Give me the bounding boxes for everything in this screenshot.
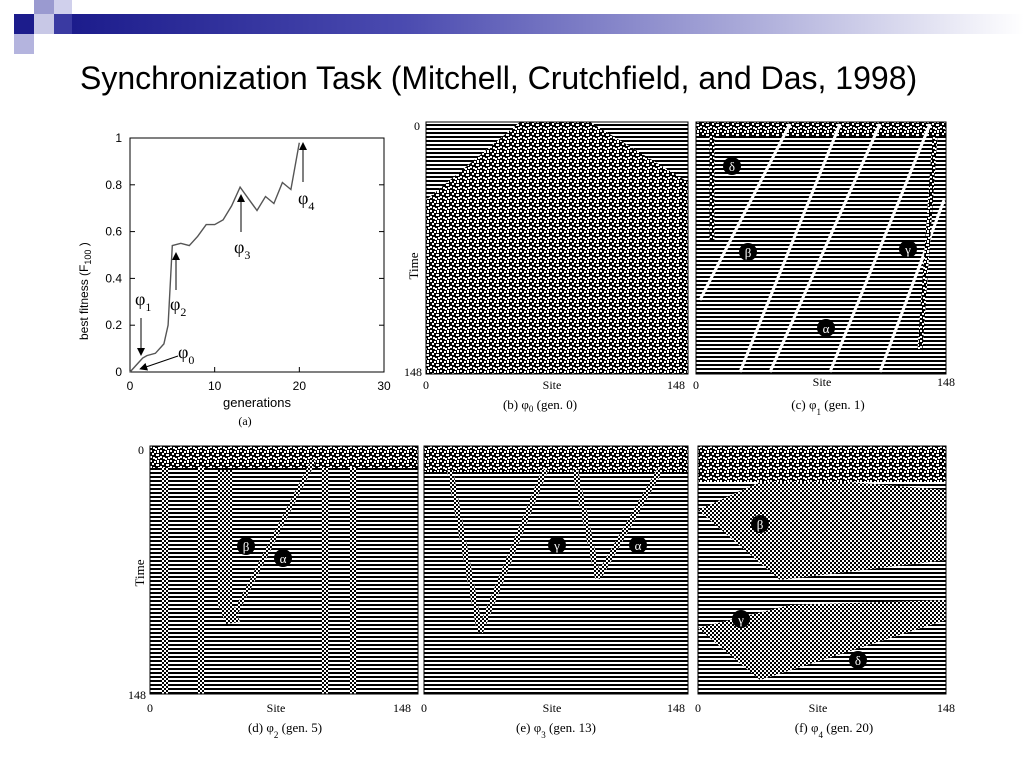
svg-text:148: 148 [937, 701, 955, 715]
panel-e: γ α 0 Site 148 (e) φ3 (gen. 13) [421, 445, 689, 740]
svg-text:γ: γ [553, 538, 560, 553]
svg-text:0: 0 [423, 378, 429, 392]
axis-ticks: 0 10 20 30 0 0.2 0.4 0.6 0.8 1 [105, 131, 391, 393]
svg-text:0: 0 [147, 701, 153, 715]
marker-alpha: α [274, 549, 292, 567]
y-tick-label: 0.4 [105, 271, 122, 285]
svg-text:δ: δ [729, 159, 735, 174]
phi3-label: φ3 [234, 237, 250, 262]
panel-f: β γ δ 0 Site 148 (f) φ4 (gen. 20) [695, 445, 955, 740]
svg-text:γ: γ [904, 242, 911, 257]
x-axis-label: generations [223, 395, 291, 410]
marker-beta: β [237, 537, 255, 555]
time-label: Time [406, 252, 421, 279]
panel-d-caption: (d) φ2 (gen. 5) [248, 720, 322, 740]
phi2-label: φ2 [170, 294, 186, 319]
panel-b: Time 0 148 0 Site 148 (b) φ0 (gen. 0) [404, 119, 689, 414]
header-gradient-bar [72, 14, 1024, 34]
svg-text:148: 148 [404, 365, 422, 379]
svg-text:0: 0 [421, 701, 427, 715]
svg-text:148: 148 [393, 701, 411, 715]
marker-gamma: γ [899, 240, 917, 258]
chart-caption: (a) [238, 414, 251, 428]
panel-c-caption: (c) φ1 (gen. 1) [791, 397, 864, 417]
marker-beta: β [751, 515, 769, 533]
y-tick-label: 0.2 [105, 318, 122, 332]
svg-text:α: α [823, 321, 830, 336]
marker-delta: δ [723, 157, 741, 175]
marker-delta: δ [849, 651, 867, 669]
fitness-line [129, 142, 300, 373]
x-tick-label: 30 [377, 379, 391, 393]
marker-gamma: γ [548, 536, 566, 554]
svg-text:Site: Site [543, 701, 562, 715]
time-label: Time [132, 559, 147, 586]
y-tick-label: 0.8 [105, 178, 122, 192]
svg-text:γ: γ [737, 612, 744, 627]
svg-text:α: α [280, 551, 287, 566]
svg-text:β: β [757, 517, 764, 532]
panel-b-caption: (b) φ0 (gen. 0) [503, 397, 577, 414]
svg-text:0: 0 [138, 443, 144, 457]
marker-gamma: γ [732, 610, 750, 628]
y-tick-label: 1 [115, 131, 122, 145]
marker-alpha: α [817, 319, 835, 337]
x-tick-label: 0 [127, 379, 134, 393]
panel-d: β α Time 0 148 0 Site 148 (d) φ2 (gen. 5… [128, 443, 419, 740]
svg-text:Site: Site [809, 701, 828, 715]
svg-text:Site: Site [543, 378, 562, 392]
phi4-label: φ4 [298, 188, 314, 213]
panel-d-image [150, 446, 418, 694]
phi1-label: φ1 [135, 289, 151, 314]
panel-e-caption: (e) φ3 (gen. 13) [516, 720, 596, 740]
fitness-chart: 0 10 20 30 0 0.2 0.4 0.6 0.8 1 best fitness (F100… [77, 131, 391, 428]
svg-text:0: 0 [693, 378, 699, 392]
y-tick-label: 0 [115, 365, 122, 379]
x-tick-label: 10 [208, 379, 222, 393]
svg-text:148: 148 [667, 701, 685, 715]
marker-alpha: α [629, 536, 647, 554]
svg-text:β: β [745, 245, 752, 260]
panel-c: δ β γ α 0 Site 148 (c) φ1 (gen. 1) [693, 121, 955, 417]
svg-text:148: 148 [667, 378, 685, 392]
svg-text:Site: Site [267, 701, 286, 715]
svg-text:148: 148 [937, 375, 955, 389]
plot-frame [129, 137, 385, 373]
svg-text:δ: δ [855, 653, 861, 668]
svg-text:α: α [635, 538, 642, 553]
x-tick-label: 20 [293, 379, 307, 393]
svg-text:0: 0 [695, 701, 701, 715]
y-axis-label: best fitness (F100 ) [77, 242, 93, 340]
svg-text:β: β [243, 539, 250, 554]
panel-e-image [424, 446, 688, 694]
slide-title: Synchronization Task (Mitchell, Crutchfi… [80, 60, 918, 96]
marker-beta: β [739, 243, 757, 261]
y-tick-label: 0.6 [105, 225, 122, 239]
svg-text:0: 0 [414, 119, 420, 133]
phi0-label: φ0 [178, 342, 194, 367]
svg-text:148: 148 [128, 688, 146, 702]
svg-text:Site: Site [813, 375, 832, 389]
panel-f-caption: (f) φ4 (gen. 20) [795, 720, 873, 740]
